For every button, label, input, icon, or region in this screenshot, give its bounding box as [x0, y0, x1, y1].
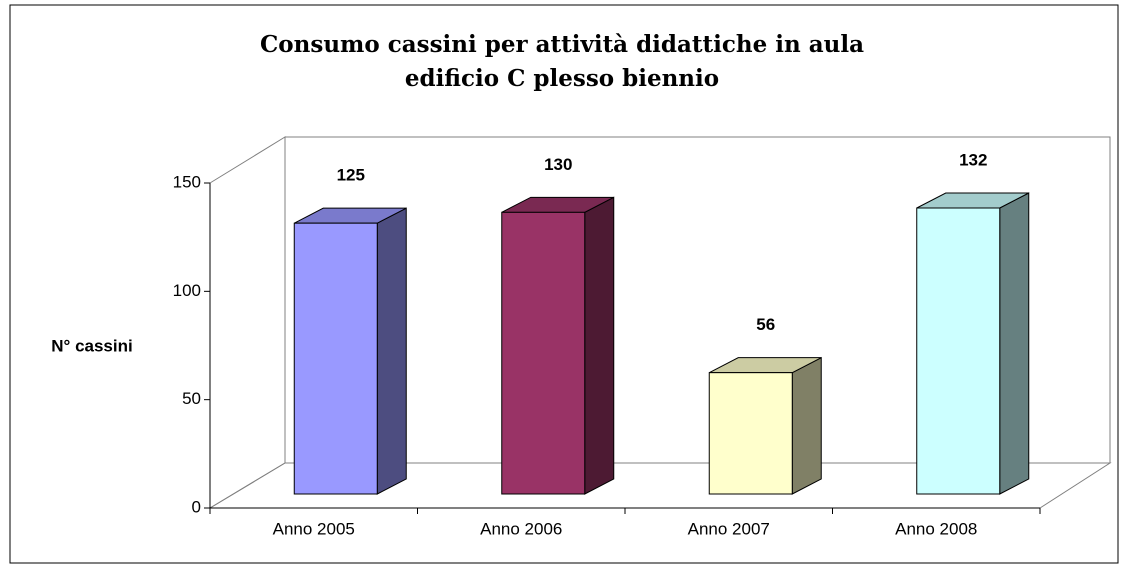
bar-side	[376, 207, 407, 495]
x-tick-label: Anno 2006	[480, 519, 562, 538]
bar	[708, 372, 793, 495]
y-tick-label: 0	[192, 497, 201, 516]
chart-title: Consumo cassini per attività didattiche …	[260, 31, 864, 58]
y-axis-label: N° cassini	[51, 336, 132, 355]
y-tick-label: 50	[182, 389, 201, 408]
x-tick-label: Anno 2005	[273, 519, 355, 538]
y-tick-label: 150	[173, 172, 201, 191]
bar	[293, 222, 378, 495]
data-label: 132	[959, 150, 987, 169]
bar	[501, 211, 586, 495]
y-tick-label: 100	[173, 281, 201, 300]
data-label: 130	[544, 155, 572, 174]
x-tick-label: Anno 2007	[688, 519, 770, 538]
bar	[916, 207, 1001, 495]
chart-title: edificio C plesso biennio	[405, 65, 719, 92]
data-label: 125	[337, 166, 365, 185]
bar-side	[791, 356, 822, 495]
bar-side	[584, 196, 615, 495]
x-tick-label: Anno 2008	[895, 519, 977, 538]
data-label: 56	[756, 315, 775, 334]
bar-side	[999, 192, 1030, 495]
